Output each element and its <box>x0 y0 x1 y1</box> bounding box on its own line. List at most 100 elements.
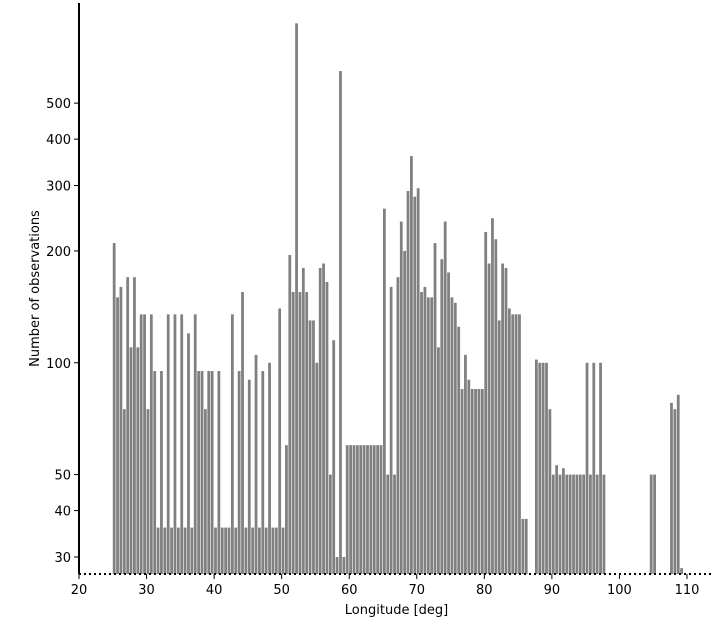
histogram-bar <box>372 445 376 574</box>
histogram-bar <box>153 371 157 574</box>
histogram-bar <box>578 474 582 574</box>
histogram-bar <box>426 297 430 574</box>
histogram-bar <box>308 320 312 574</box>
histogram-bar <box>274 527 278 574</box>
histogram-bar <box>362 445 366 574</box>
histogram-bar <box>291 292 295 574</box>
histogram-bar <box>122 409 126 574</box>
histogram-bar <box>514 314 518 574</box>
histogram-bar <box>524 518 528 574</box>
histogram-bar <box>301 267 305 574</box>
histogram-bar <box>217 371 221 574</box>
x-tick-label: 30 <box>138 583 155 598</box>
histogram-bar <box>295 23 298 575</box>
histogram-bar <box>453 302 457 574</box>
histogram-bar <box>214 527 217 574</box>
histogram-bar <box>501 263 504 574</box>
histogram-bar <box>484 231 488 574</box>
histogram-bar <box>382 208 386 575</box>
histogram-bar <box>430 297 434 574</box>
x-tick-label: 100 <box>607 583 632 598</box>
histogram-bar <box>176 527 180 574</box>
histogram-bar <box>173 314 177 574</box>
histogram-bar <box>247 379 251 574</box>
histogram-bar <box>139 314 143 574</box>
bars-group <box>112 23 683 575</box>
histogram-bar <box>595 474 599 574</box>
histogram-bar <box>224 527 228 574</box>
histogram-bar <box>298 292 302 574</box>
histogram-bar <box>355 445 359 574</box>
x-axis-ticks: 20 30 40 50 60 70 80 90 100 110 <box>71 574 700 598</box>
histogram-bar <box>555 465 559 574</box>
histogram-bar <box>268 362 271 574</box>
histogram-bar <box>190 527 194 574</box>
histogram-bar <box>437 347 440 574</box>
histogram-bar <box>491 218 494 574</box>
histogram-bar <box>251 527 255 574</box>
y-tick-label: 100 <box>46 357 71 372</box>
histogram-bar <box>200 371 204 574</box>
histogram-bar <box>143 314 146 574</box>
histogram-bar <box>393 474 396 574</box>
histogram-bar <box>534 359 538 574</box>
histogram-bar <box>227 527 231 574</box>
histogram-bar <box>285 445 288 574</box>
histogram-bar <box>457 326 461 574</box>
histogram-bar <box>207 371 211 574</box>
histogram-bar <box>599 362 602 574</box>
y-tick-label: 40 <box>54 505 71 520</box>
histogram-bar <box>386 474 390 574</box>
histogram-bar <box>129 347 133 574</box>
y-axis-label: Number of observations <box>28 210 43 367</box>
y-tick-label: 200 <box>46 245 71 260</box>
histogram-bar <box>673 409 677 574</box>
histogram-bar <box>680 568 683 574</box>
x-tick-label: 70 <box>408 583 425 598</box>
histogram-bar <box>352 445 356 574</box>
histogram-bar <box>116 297 119 574</box>
histogram-bar <box>504 267 508 574</box>
x-tick-label: 80 <box>476 583 493 598</box>
x-axis-label: Longitude [deg] <box>345 603 448 618</box>
histogram-bar <box>133 277 136 574</box>
y-tick-label: 400 <box>46 133 71 148</box>
histogram-bar <box>234 527 238 574</box>
histogram-bar <box>146 409 150 574</box>
histogram-bar <box>254 354 258 574</box>
histogram-bar <box>396 277 400 574</box>
histogram-bar <box>379 445 383 574</box>
histogram-bar <box>649 474 653 574</box>
histogram-bar <box>163 527 167 574</box>
x-tick-label: 110 <box>675 583 700 598</box>
histogram-bar <box>119 286 123 574</box>
histogram-bar <box>278 308 282 574</box>
histogram-bar <box>565 474 569 574</box>
histogram-bar <box>244 527 248 574</box>
histogram-bar <box>312 320 315 574</box>
histogram-bar <box>589 474 592 574</box>
histogram-bar <box>585 362 589 574</box>
histogram-bar <box>416 188 420 575</box>
histogram-bar <box>507 308 511 574</box>
histogram-bar <box>328 474 332 574</box>
histogram-bar <box>166 314 170 574</box>
histogram-bar <box>281 527 285 574</box>
histogram-bar <box>271 527 275 574</box>
histogram-bar <box>592 362 596 574</box>
histogram-bar <box>572 474 575 574</box>
histogram-bar <box>170 527 173 574</box>
histogram-bar <box>237 371 241 574</box>
histogram-bar <box>538 362 542 574</box>
histogram-bar <box>653 474 656 574</box>
histogram-bar <box>197 371 200 574</box>
histogram-bar <box>126 277 130 574</box>
histogram-bar <box>477 388 481 574</box>
histogram-bar <box>288 255 292 574</box>
histogram-bar <box>349 445 352 574</box>
y-tick-label: 300 <box>46 180 71 195</box>
histogram-bar <box>558 474 562 574</box>
histogram-bar <box>582 474 586 574</box>
histogram-bar <box>183 527 187 574</box>
